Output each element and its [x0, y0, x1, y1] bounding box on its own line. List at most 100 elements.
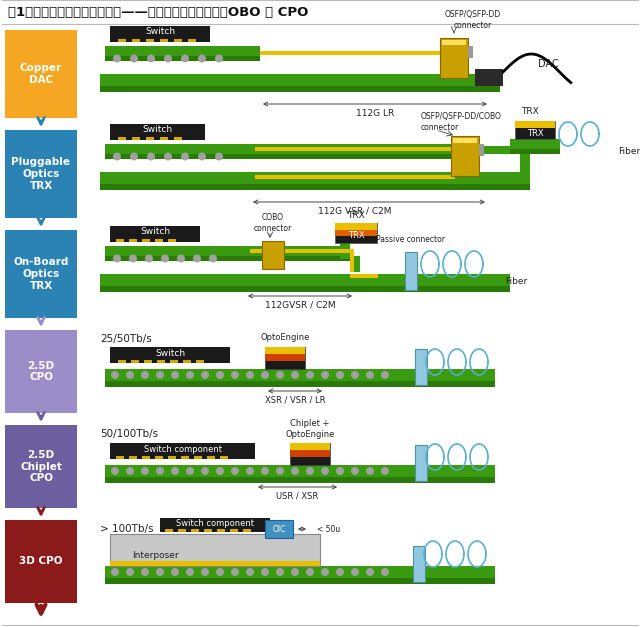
Text: Switch: Switch — [145, 28, 175, 36]
Bar — [105, 381, 495, 387]
Text: TRX: TRX — [521, 107, 539, 115]
Circle shape — [156, 568, 164, 576]
Bar — [118, 360, 126, 363]
Text: OSFP/QSFP-DD/COBO
connector: OSFP/QSFP-DD/COBO connector — [421, 112, 502, 132]
Bar — [105, 578, 495, 584]
Circle shape — [231, 371, 239, 379]
Bar — [5, 230, 77, 318]
Bar — [440, 38, 468, 78]
Bar — [5, 30, 77, 118]
Bar — [5, 520, 77, 603]
Circle shape — [111, 371, 119, 379]
Bar — [340, 241, 350, 259]
Circle shape — [177, 255, 185, 263]
Bar — [105, 154, 255, 159]
Bar — [250, 246, 350, 256]
Circle shape — [147, 55, 155, 63]
Text: TRX: TRX — [347, 211, 365, 219]
Bar — [105, 144, 255, 154]
Bar — [100, 86, 500, 92]
Text: TRX: TRX — [348, 231, 364, 241]
Circle shape — [276, 467, 284, 475]
Bar — [100, 286, 510, 292]
Bar — [510, 149, 560, 154]
Text: USR / XSR: USR / XSR — [276, 492, 319, 500]
Bar — [262, 241, 284, 269]
Text: 112GVSR / C2M: 112GVSR / C2M — [265, 300, 335, 310]
Bar — [453, 169, 478, 173]
Bar — [475, 69, 503, 86]
Bar — [105, 566, 495, 578]
Bar — [250, 256, 350, 261]
Circle shape — [129, 255, 137, 263]
Bar — [100, 172, 530, 184]
Bar — [110, 26, 210, 42]
Text: < 50u: < 50u — [317, 525, 340, 534]
Text: Switch component: Switch component — [176, 519, 254, 527]
Circle shape — [156, 371, 164, 379]
Circle shape — [215, 55, 223, 63]
Bar — [174, 39, 182, 42]
Bar — [155, 456, 163, 459]
Text: 25/50Tb/s: 25/50Tb/s — [100, 334, 152, 344]
Circle shape — [161, 255, 169, 263]
Text: 112G VSR / C2M: 112G VSR / C2M — [318, 206, 392, 216]
Bar — [515, 121, 555, 139]
Bar — [178, 529, 186, 532]
Bar — [129, 456, 137, 459]
Circle shape — [381, 568, 389, 576]
Circle shape — [276, 371, 284, 379]
Circle shape — [193, 255, 201, 263]
Circle shape — [321, 371, 329, 379]
Circle shape — [276, 568, 284, 576]
Circle shape — [306, 467, 314, 475]
Bar — [183, 360, 191, 363]
Text: OIC: OIC — [272, 525, 285, 534]
Bar — [442, 72, 467, 76]
Circle shape — [111, 568, 119, 576]
Circle shape — [113, 55, 121, 63]
Circle shape — [231, 467, 239, 475]
Circle shape — [198, 152, 206, 161]
Circle shape — [306, 568, 314, 576]
Circle shape — [306, 371, 314, 379]
Circle shape — [198, 55, 206, 63]
Bar — [105, 56, 260, 61]
Circle shape — [381, 467, 389, 475]
Bar — [265, 347, 305, 369]
Bar — [451, 136, 479, 176]
Text: Interposer: Interposer — [132, 551, 179, 559]
Circle shape — [336, 467, 344, 475]
Circle shape — [366, 371, 374, 379]
Bar — [142, 239, 150, 242]
Circle shape — [291, 467, 299, 475]
Bar — [350, 274, 378, 278]
Text: Chiplet +
OptoEngine: Chiplet + OptoEngine — [285, 419, 335, 439]
Text: Pluggable
Optics
TRX: Pluggable Optics TRX — [12, 157, 70, 191]
Circle shape — [201, 467, 209, 475]
Circle shape — [351, 371, 359, 379]
Circle shape — [366, 467, 374, 475]
Text: On-Board
Optics
TRX: On-Board Optics TRX — [13, 258, 68, 290]
Bar — [105, 369, 495, 381]
Bar — [442, 55, 446, 72]
Bar — [146, 137, 154, 140]
Circle shape — [351, 568, 359, 576]
Circle shape — [291, 371, 299, 379]
Circle shape — [171, 371, 179, 379]
Bar — [100, 74, 500, 86]
Bar — [520, 144, 530, 172]
Bar — [243, 529, 251, 532]
Circle shape — [141, 371, 149, 379]
Text: Switch component: Switch component — [143, 445, 221, 453]
Circle shape — [246, 568, 254, 576]
Circle shape — [181, 152, 189, 161]
Circle shape — [141, 467, 149, 475]
Circle shape — [141, 568, 149, 576]
Bar — [160, 39, 168, 42]
Circle shape — [186, 568, 194, 576]
Circle shape — [381, 371, 389, 379]
Bar — [110, 561, 320, 566]
Text: Fiber: Fiber — [505, 278, 527, 287]
Bar — [217, 529, 225, 532]
